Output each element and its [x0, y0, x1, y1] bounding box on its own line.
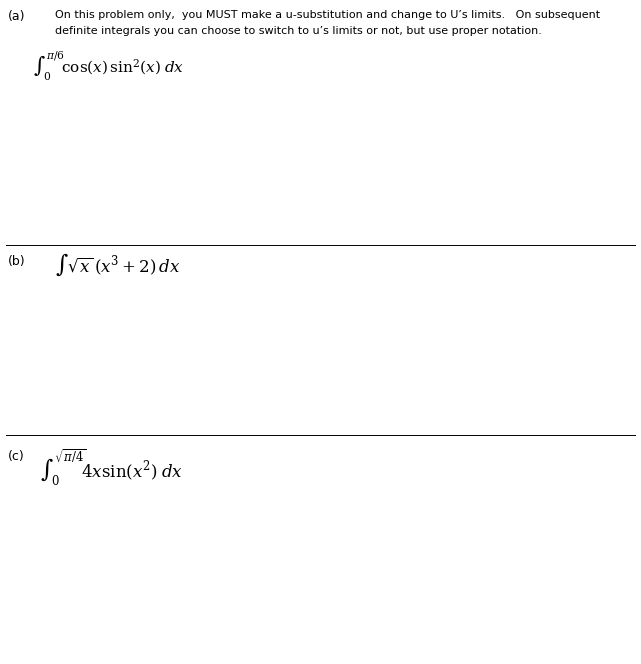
Text: (c): (c): [8, 450, 25, 463]
Text: definite integrals you can choose to switch to u’s limits or not, but use proper: definite integrals you can choose to swi…: [55, 26, 542, 36]
Text: $\int_0^{\sqrt{\pi/4}}\!4x\sin(x^2)\;dx$: $\int_0^{\sqrt{\pi/4}}\!4x\sin(x^2)\;dx$: [40, 447, 183, 487]
Text: $\int \sqrt{x}\,(x^3+2)\,dx$: $\int \sqrt{x}\,(x^3+2)\,dx$: [55, 252, 180, 278]
Text: (b): (b): [8, 255, 26, 268]
Text: $\int_0^{\pi/6}\!\cos(x)\,\sin^2\!(x)\;dx$: $\int_0^{\pi/6}\!\cos(x)\,\sin^2\!(x)\;d…: [33, 50, 184, 83]
Text: (a): (a): [8, 10, 26, 23]
Text: On this problem only,  you MUST make a u-substitution and change to U’s limits. : On this problem only, you MUST make a u-…: [55, 10, 600, 20]
